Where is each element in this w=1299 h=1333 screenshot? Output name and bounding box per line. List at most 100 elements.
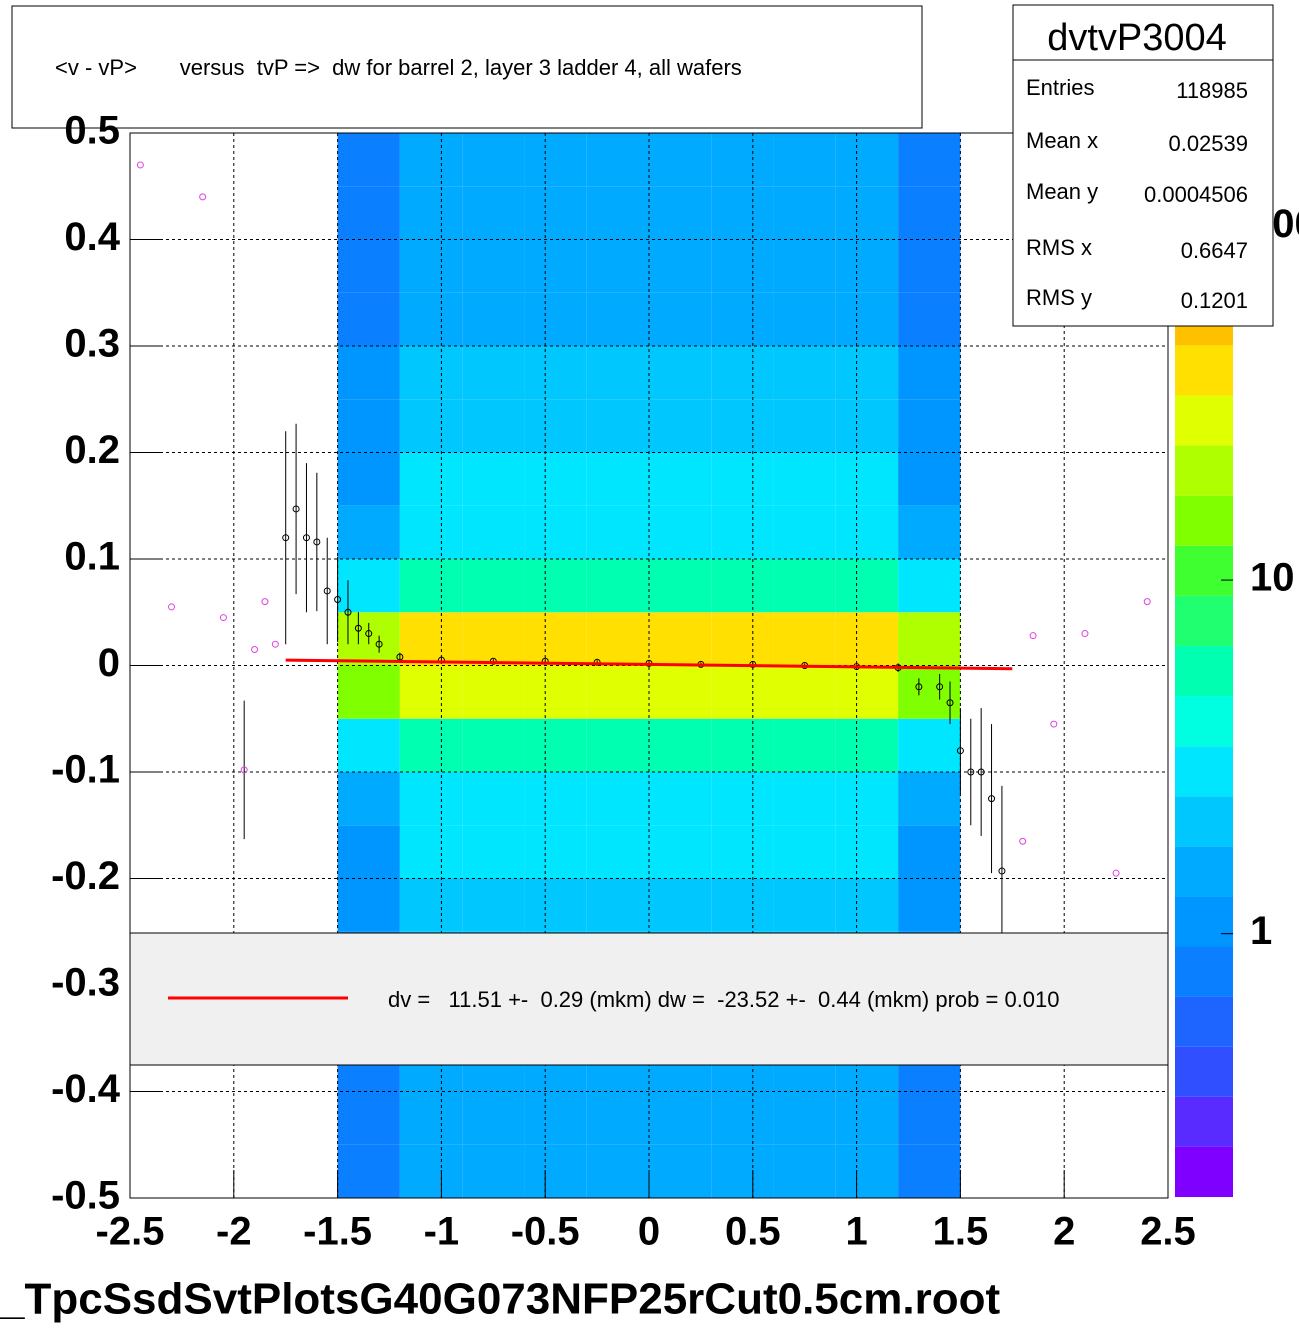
heatmap-cell xyxy=(649,718,712,772)
heatmap-cell xyxy=(898,718,961,772)
heatmap-cell xyxy=(586,505,649,559)
heatmap-cell xyxy=(586,878,649,932)
y-tick-label: -0.5 xyxy=(51,1174,120,1218)
heatmap-cell xyxy=(711,772,774,826)
x-tick-label: -2.5 xyxy=(96,1210,165,1254)
colorbar-segment xyxy=(1175,645,1233,697)
profile-point xyxy=(136,161,144,169)
heatmap-cell xyxy=(898,452,961,506)
heatmap-cell xyxy=(649,346,712,400)
heatmap-cell xyxy=(898,133,961,187)
heatmap-cell xyxy=(462,346,525,400)
profile-point xyxy=(946,699,954,707)
legend-label: dv = 11.51 +- 0.29 (mkm) dw = -23.52 +- … xyxy=(388,987,1060,1012)
profile-point xyxy=(967,768,975,776)
heatmap-cell xyxy=(835,346,899,400)
heatmap-cell xyxy=(399,399,463,453)
x-tick-label: 2.5 xyxy=(1140,1210,1196,1254)
heatmap-cell xyxy=(898,665,961,719)
heatmap-cell xyxy=(773,133,836,187)
heatmap-cell xyxy=(462,133,525,187)
heatmap-cell xyxy=(773,825,836,879)
profile-point xyxy=(915,683,923,691)
x-tick-label: 0 xyxy=(638,1210,660,1254)
heatmap-cell xyxy=(835,239,899,293)
heatmap-cell xyxy=(649,559,712,613)
heatmap-cell xyxy=(711,559,774,613)
heatmap-cell xyxy=(773,452,836,506)
profile-point xyxy=(292,505,300,513)
heatmap-cell xyxy=(399,612,463,666)
heatmap-cell xyxy=(399,878,463,932)
heatmap-cell xyxy=(711,505,774,559)
heatmap-cell xyxy=(399,239,463,293)
x-tick-label: 1.5 xyxy=(933,1210,989,1254)
colorbar-segment xyxy=(1175,896,1233,947)
heatmap-cell xyxy=(462,878,525,932)
heatmap-cell xyxy=(835,665,899,719)
heatmap-cell xyxy=(773,665,836,719)
heatmap-cell xyxy=(649,878,712,932)
heatmap-cell xyxy=(586,186,649,240)
heatmap-cell xyxy=(462,505,525,559)
profile-point xyxy=(334,595,342,603)
heatmap-cell xyxy=(835,1144,899,1198)
heatmap-cell xyxy=(711,1091,774,1145)
heatmap-cell xyxy=(337,399,400,453)
profile-point xyxy=(282,534,290,542)
colorbar-segment xyxy=(1175,996,1233,1047)
profile-point xyxy=(313,538,321,546)
heatmap-cell xyxy=(649,186,712,240)
heatmap-cell xyxy=(898,1091,961,1145)
heatmap-cell xyxy=(462,452,525,506)
y-tick-label: 0.3 xyxy=(64,322,120,366)
heatmap-cell xyxy=(649,665,712,719)
colorbar-segment xyxy=(1175,345,1233,396)
heatmap-cell xyxy=(586,133,649,187)
heatmap-cell xyxy=(898,612,961,666)
heatmap-cell xyxy=(462,612,525,666)
heatmap-cell xyxy=(649,1091,712,1145)
stats-label: RMS x xyxy=(1026,235,1092,260)
heatmap-cell xyxy=(773,612,836,666)
y-tick-label: 0.1 xyxy=(64,535,120,579)
y-tick-label: 0.2 xyxy=(64,428,120,472)
heatmap-cell xyxy=(773,346,836,400)
y-tick-label: -0.1 xyxy=(51,748,120,792)
profile-point xyxy=(240,766,248,774)
heatmap-cell xyxy=(462,718,525,772)
profile-point xyxy=(365,630,373,638)
heatmap-cell xyxy=(399,346,463,400)
y-tick-label: 0 xyxy=(98,641,120,685)
heatmap-cell xyxy=(337,186,400,240)
heatmap-cell xyxy=(649,825,712,879)
heatmap-cell xyxy=(399,1144,463,1198)
legend-box xyxy=(129,932,1169,1066)
profile-point xyxy=(1029,632,1037,640)
heatmap-cell xyxy=(835,452,899,506)
heatmap-cell xyxy=(649,1144,712,1198)
heatmap-cell xyxy=(524,878,587,932)
heatmap-cell xyxy=(711,878,774,932)
heatmap-cell xyxy=(462,399,525,453)
y-tick-label: 0.4 xyxy=(64,215,120,259)
title-box xyxy=(11,5,923,129)
heatmap-cell xyxy=(773,186,836,240)
heatmap-cell xyxy=(711,239,774,293)
heatmap-cell xyxy=(462,665,525,719)
heatmap-cell xyxy=(586,346,649,400)
heatmap-cell xyxy=(524,133,587,187)
profile-point xyxy=(323,587,331,595)
heatmap-cell xyxy=(399,665,463,719)
heatmap-cell xyxy=(649,772,712,826)
heatmap-cell xyxy=(773,1091,836,1145)
stats-value: 0.6647 xyxy=(1181,238,1248,263)
profile-point xyxy=(988,795,996,803)
heatmap-cell xyxy=(586,612,649,666)
heatmap-cell xyxy=(835,718,899,772)
heatmap-cell xyxy=(462,239,525,293)
heatmap-cell xyxy=(898,878,961,932)
heatmap-cell xyxy=(399,452,463,506)
colorbar-segment xyxy=(1175,395,1233,446)
heatmap-cell xyxy=(649,452,712,506)
